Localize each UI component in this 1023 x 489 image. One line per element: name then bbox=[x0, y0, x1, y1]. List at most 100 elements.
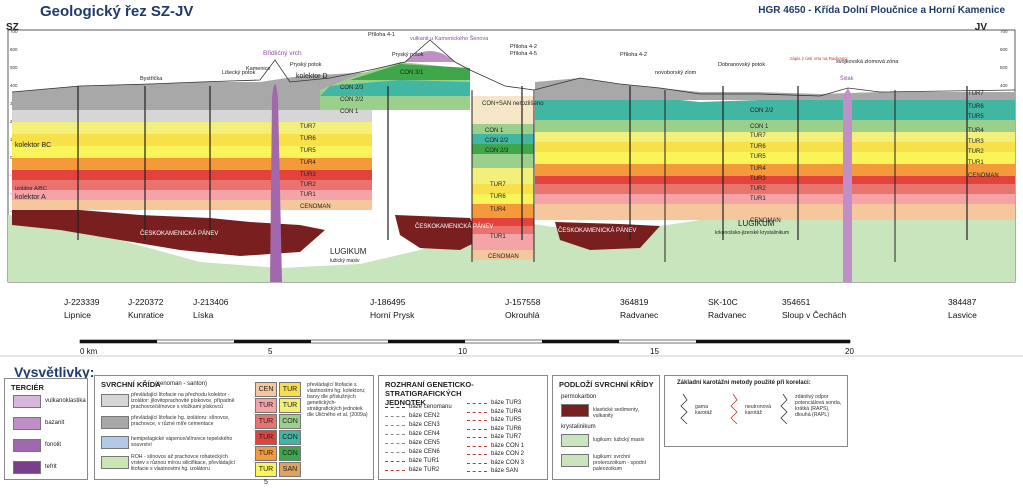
boundary-label: báze CON 2 bbox=[491, 451, 525, 457]
y-tick-label: 500 bbox=[10, 65, 18, 70]
unit-label: TUR5 bbox=[968, 114, 984, 120]
unit-label: TUR5 bbox=[300, 148, 316, 154]
unit-label: TUR7 bbox=[750, 133, 766, 139]
y-tick-label: 0 bbox=[10, 155, 13, 160]
layers-con-west bbox=[320, 62, 470, 110]
topo-label-priloha-41: Příloha 4-1 bbox=[368, 32, 395, 38]
label-kridy-1: převládající litofacie hg. izolátoru: sl… bbox=[131, 415, 230, 427]
tercier-heading: TERCIÉR bbox=[11, 383, 44, 392]
basin-label-west: ČESKOKAMENICKÁ PÁNEV bbox=[140, 230, 218, 237]
unit-label: TUR1 bbox=[490, 234, 506, 240]
volcanic-kamenicky-senov bbox=[405, 51, 455, 62]
boundary-line-icon bbox=[467, 454, 487, 455]
topo-label-prysky-2: Pryský potok bbox=[392, 52, 424, 58]
unit-code-swatch: SAN bbox=[279, 462, 301, 477]
well-place: Sloup v Čechách bbox=[782, 310, 847, 320]
karotaz-heading: Základní karotážní metody použité při ko… bbox=[677, 380, 811, 386]
unit-code-swatch: TUR 2 bbox=[255, 414, 277, 438]
unit-code-swatch: TUR 3 bbox=[255, 430, 277, 454]
unit-label: TUR1 bbox=[968, 160, 984, 166]
boundary-label: báze SAN bbox=[491, 468, 519, 474]
kryst-heading: krystalinikum bbox=[561, 424, 596, 430]
label-fonolit: fonolit bbox=[45, 442, 62, 448]
unit-label: TUR4 bbox=[968, 128, 984, 134]
scale-labels: 0 km 5 10 15 20 bbox=[80, 347, 854, 356]
boundary-line-icon bbox=[385, 461, 405, 462]
basin-middle bbox=[395, 215, 480, 250]
swatch-kridy-0 bbox=[101, 394, 129, 407]
boundary-line-icon bbox=[385, 416, 405, 417]
podlozi-heading: PODLOŽÍ SVRCHNÍ KŘÍDY bbox=[559, 380, 654, 389]
basin-label-middle: ČESKOKAMENICKÁ PÁNEV bbox=[415, 223, 493, 230]
boundary-label: báze TUR3 bbox=[491, 400, 522, 406]
borehole-set bbox=[77, 86, 968, 240]
boundary-line-icon bbox=[467, 445, 487, 447]
unit-code-swatch: CEN bbox=[255, 382, 277, 397]
boundary-line-icon bbox=[385, 425, 405, 426]
unit-code-swatch: CON 1 bbox=[279, 414, 301, 438]
topo-label-svojkovska: svojkovská zlomová zóna bbox=[836, 59, 899, 65]
scale-tick-label: 5 bbox=[268, 347, 273, 356]
boundary-line-icon bbox=[467, 471, 487, 472]
topo-label-novoborsky: novoborský zlom bbox=[655, 70, 697, 76]
layers-west bbox=[12, 72, 372, 210]
label-kridy-0: převládající litofacie na přechodu kolek… bbox=[131, 392, 235, 410]
boundary-line-icon bbox=[385, 407, 405, 408]
y-tick-label: 400 bbox=[10, 83, 18, 88]
lugikum-west-sub: lužický masiv bbox=[330, 258, 360, 264]
swatch-luzicky bbox=[561, 434, 589, 447]
basin-west bbox=[12, 208, 325, 256]
unit-label: CON+SAN nerozlišeno bbox=[482, 101, 544, 107]
boundary-label: báze TUR5 bbox=[491, 417, 522, 423]
well-place: Lasvice bbox=[948, 310, 977, 320]
unit-label: TUR4 bbox=[750, 166, 766, 172]
unit-label: TUR4 bbox=[490, 207, 506, 213]
well-place: Radvanec bbox=[708, 310, 747, 320]
scale-tick-label: 10 bbox=[458, 347, 467, 356]
well-id: 364819 bbox=[620, 297, 649, 307]
unit-label: TUR3 bbox=[968, 139, 984, 145]
topo-label-bystricka: Bystřička bbox=[140, 76, 163, 82]
unit-label: CON 2/3 bbox=[340, 85, 364, 91]
unit-label: TUR7 bbox=[300, 124, 316, 130]
unit-label: TUR3 bbox=[750, 176, 766, 182]
well-place: Lipnice bbox=[64, 310, 91, 320]
topo-label-sisak: Šišák bbox=[840, 75, 854, 82]
page-subtitle: HGR 4650 - Křída Dolní Ploučnice a Horní… bbox=[758, 5, 1005, 16]
y-tick-label: 500 bbox=[1000, 65, 1008, 70]
topo-label-vulkanit: vulkanit u Kamenického Šenova bbox=[410, 35, 489, 42]
legend-title: Vysvětlivky: bbox=[14, 364, 95, 380]
scale-bar bbox=[79, 339, 851, 344]
unit-label: CON 2/3 bbox=[485, 148, 509, 154]
unit-code-swatch: TUR 5 bbox=[255, 462, 277, 486]
topo-label-priloha-42a: Příloha 4-2 bbox=[510, 44, 537, 50]
volcanic-neck-bridlicny bbox=[270, 84, 282, 282]
perm-heading: permokarbon bbox=[561, 394, 597, 400]
label-kridy-2: hemipelagické vápence/slínovce tepelskéh… bbox=[131, 436, 233, 448]
swatch-krkonossko bbox=[561, 454, 589, 467]
unit-label: CON 1 bbox=[485, 128, 504, 134]
kolektor-bc: kolektor BC bbox=[15, 142, 51, 149]
karotaz-gama: gama karotáž bbox=[695, 404, 713, 416]
unit-label: CON 1 bbox=[340, 109, 359, 115]
label-permokarbon: klastické sedimenty, vulkanity bbox=[593, 407, 640, 419]
swatch-tefrit bbox=[13, 461, 41, 474]
lugikum-east-sub: krkonošsko-jizerské krystalinikum bbox=[715, 230, 789, 236]
well-place: Líska bbox=[193, 310, 214, 320]
y-tick-label: 600 bbox=[1000, 47, 1008, 52]
unit-code-swatch: CON 2 bbox=[279, 430, 301, 454]
y-tick-label: 400 bbox=[1000, 83, 1008, 88]
scale-tick-label: 20 bbox=[845, 347, 854, 356]
unit-code-swatch: CON 3 bbox=[279, 446, 301, 470]
well-place: Kunratice bbox=[128, 310, 164, 320]
kolektor-a: kolektor A bbox=[15, 194, 46, 201]
unit-label: TUR7 bbox=[490, 182, 506, 188]
boundary-line-icon bbox=[467, 437, 487, 438]
swatch-fonolit bbox=[13, 439, 41, 452]
unit-label: TUR5 bbox=[750, 154, 766, 160]
unit-note: převládající litofacie s vlastnostmi hg.… bbox=[307, 382, 368, 418]
unit-label: TUR6 bbox=[750, 144, 766, 150]
boundary-label: báze CEN6 bbox=[409, 449, 440, 455]
unit-label: TUR3 bbox=[300, 172, 316, 178]
unit-label: CON 2/2 bbox=[340, 97, 364, 103]
